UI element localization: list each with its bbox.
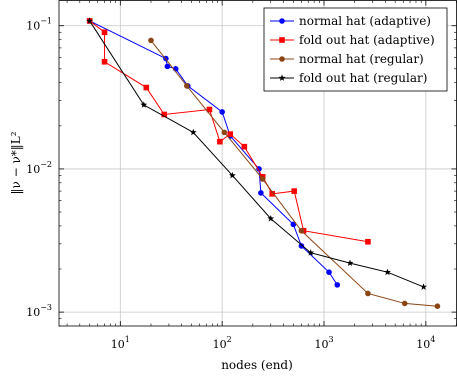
y-tick-label: 10−2 <box>26 160 52 176</box>
data-point <box>227 131 234 137</box>
legend-label: fold out hat (regular) <box>299 71 427 85</box>
data-point <box>164 63 171 70</box>
data-point <box>101 58 108 65</box>
data-point <box>161 111 168 118</box>
series-fold-out-hat-regular <box>86 17 427 290</box>
series-normal-hat-regular <box>148 37 441 309</box>
data-point <box>189 128 197 136</box>
legend-item: fold out hat (adaptive) <box>270 33 435 47</box>
data-point <box>346 259 354 266</box>
legend-item: normal hat (regular) <box>270 52 424 66</box>
data-point <box>420 283 427 290</box>
y-tick-label: 10−1 <box>26 17 52 33</box>
series-line <box>89 20 369 243</box>
data-point <box>101 29 108 36</box>
data-point <box>259 176 266 182</box>
legend-item: fold out hat (regular) <box>270 71 427 85</box>
data-point <box>401 300 408 307</box>
data-point <box>307 249 315 256</box>
legend-label: normal hat (adaptive) <box>299 14 431 28</box>
data-point <box>290 221 297 228</box>
data-point <box>298 243 305 249</box>
data-point <box>140 101 148 108</box>
x-tick-label: 101 <box>111 335 130 351</box>
data-point <box>365 290 371 297</box>
data-point <box>241 143 248 150</box>
data-point <box>279 37 285 43</box>
y-tick-label: 10−3 <box>26 303 52 319</box>
data-point <box>86 17 94 24</box>
data-point <box>291 188 298 194</box>
data-point <box>279 18 285 24</box>
data-point <box>434 303 441 309</box>
tick-labels: 101 102 103 104 10−3 10−2 10−1 <box>26 17 435 351</box>
legend-label: normal hat (regular) <box>299 52 424 66</box>
data-point <box>279 56 285 62</box>
data-point <box>184 83 190 89</box>
data-point <box>334 282 341 288</box>
legend: normal hat (adaptive) fold out hat (adapt… <box>263 7 448 92</box>
data-point <box>148 37 154 44</box>
x-tick-label: 104 <box>416 335 435 351</box>
data-point <box>258 190 264 196</box>
data-point <box>384 268 391 276</box>
series-layer <box>86 17 441 309</box>
data-point <box>143 84 150 91</box>
data-point <box>365 238 371 245</box>
data-point <box>228 171 236 179</box>
data-point <box>278 74 286 81</box>
y-axis-label: ‖ν − ν*‖L² <box>9 131 23 194</box>
x-tick-label: 102 <box>213 335 232 351</box>
legend-box <box>263 7 448 92</box>
series-line <box>150 40 438 307</box>
x-axis-label: nodes (end) <box>221 358 293 372</box>
data-point <box>217 138 223 145</box>
legend-label: fold out hat (adaptive) <box>299 33 435 47</box>
data-point <box>267 214 275 222</box>
data-point <box>219 109 225 115</box>
data-point <box>221 129 228 136</box>
data-point <box>269 191 275 197</box>
x-tick-label: 103 <box>314 335 333 351</box>
data-point <box>298 227 305 234</box>
axis-ticks <box>59 0 457 327</box>
data-point <box>326 269 332 276</box>
legend-item: normal hat (adaptive) <box>270 14 431 28</box>
data-point <box>206 106 213 113</box>
data-point <box>256 166 262 172</box>
